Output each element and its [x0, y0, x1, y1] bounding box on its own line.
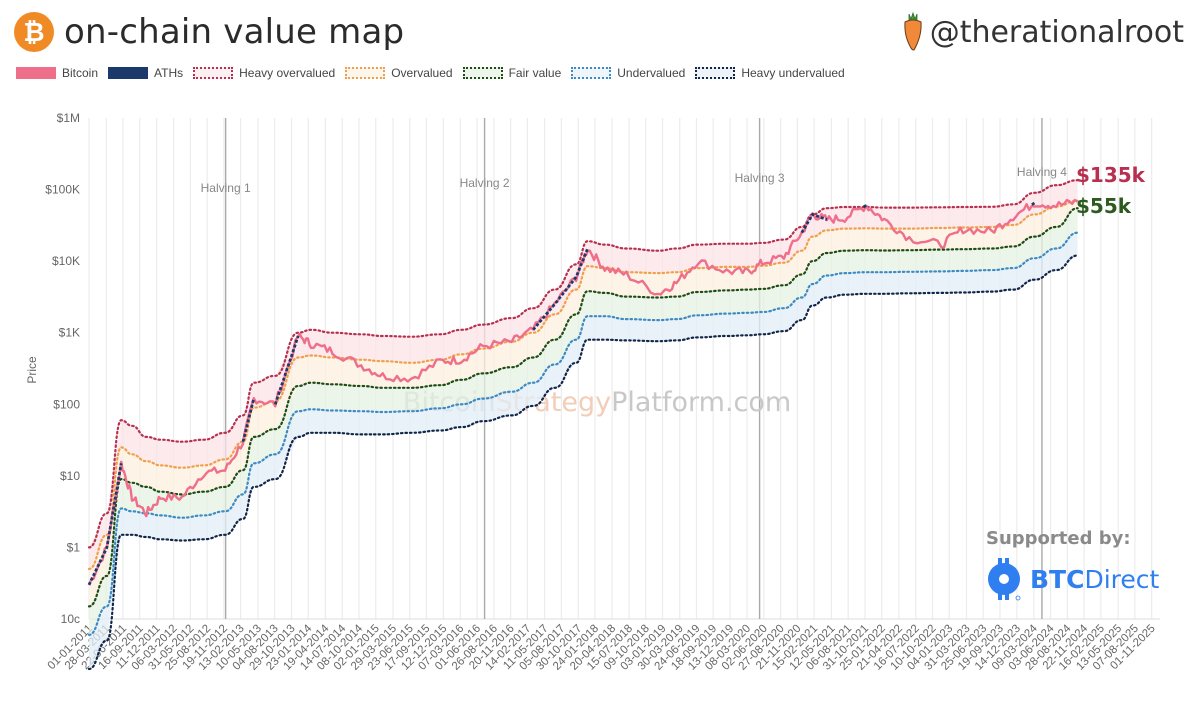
legend-swatch — [16, 67, 56, 79]
legend-item-fair-value[interactable]: Fair value — [462, 66, 562, 80]
legend-swatch — [193, 67, 234, 79]
legend-item-bitcoin[interactable]: Bitcoin — [16, 66, 98, 80]
halving-label: Halving 3 — [735, 171, 785, 185]
legend-label: Heavy overvalued — [239, 66, 336, 80]
legend-label: Overvalued — [391, 66, 453, 80]
bitcoin-price-line — [87, 198, 1079, 586]
line-heavy-undervalued — [87, 254, 1079, 671]
ath-segment — [1031, 201, 1036, 206]
y-tick-label: $1M — [57, 111, 80, 125]
legend-item-overvalued[interactable]: Overvalued — [345, 66, 453, 80]
ath-segment — [241, 398, 256, 443]
chart-legend: Bitcoin ATHs Heavy overvalued Overvalued Fai… — [16, 66, 855, 80]
btcdirect-logo-icon — [988, 558, 1021, 601]
x-axis: 01-01-201128-03-201122-06-201116-09-2011… — [46, 622, 1158, 673]
legend-label: Fair value — [508, 66, 562, 80]
band-undervalued — [89, 232, 1078, 669]
supported-by-label: Supported by: — [986, 528, 1131, 549]
fair-value-price-label: $55k — [1076, 194, 1132, 218]
line-undervalued — [87, 231, 1079, 636]
sponsor-logo: BTCDirect — [986, 556, 1159, 602]
header-title-group: ₿ on-chain value map — [14, 12, 404, 52]
legend-label: ATHs — [154, 66, 184, 80]
ath-markers — [87, 201, 1036, 586]
bitcoin-logo-icon: ₿ — [14, 12, 54, 52]
legend-item-heavy-overvalued[interactable]: Heavy overvalued — [193, 66, 335, 80]
ath-segment — [862, 204, 868, 209]
legend-swatch — [108, 67, 149, 79]
y-tick-label: $1 — [67, 540, 81, 554]
author-handle: @therationalroot — [929, 14, 1184, 50]
halving-label: Halving 1 — [201, 181, 251, 195]
sponsor-name: BTCDirect — [1030, 565, 1159, 594]
sponsor-name-rest: Direct — [1084, 564, 1160, 594]
halving-label: Halving 2 — [460, 176, 510, 190]
legend-swatch — [695, 67, 736, 79]
y-tick-label: 10c — [61, 612, 80, 626]
ath-segment — [532, 247, 589, 331]
legend-swatch — [462, 67, 503, 79]
y-axis: 10c $1 $10 $100 $1K $10K $100K $1M Price — [25, 111, 80, 626]
legend-item-aths[interactable]: ATHs — [108, 66, 183, 80]
valuation-bands — [89, 180, 1078, 669]
y-tick-label: $10 — [60, 469, 80, 483]
carrot-icon — [904, 12, 922, 51]
page-title: on-chain value map — [64, 12, 405, 52]
y-tick-label: $100K — [45, 183, 80, 197]
y-axis-title: Price — [25, 356, 39, 384]
band-overvalued — [89, 200, 1078, 607]
legend-label: Heavy undervalued — [741, 66, 845, 80]
legend-item-undervalued[interactable]: Undervalued — [571, 66, 685, 80]
ath-segment — [273, 335, 300, 405]
legend-swatch — [571, 67, 612, 79]
line-heavy-overvalued — [87, 179, 1079, 549]
y-tick-label: $1K — [59, 326, 80, 340]
legend-label: Bitcoin — [62, 66, 99, 80]
sponsor-name-bold: BTC — [1030, 564, 1085, 594]
gridlines — [88, 118, 1153, 619]
model-lines — [87, 179, 1079, 671]
legend-label: Undervalued — [617, 66, 686, 80]
ath-segment — [800, 212, 828, 234]
legend-swatch — [345, 67, 386, 79]
heavy-overvalued-price-label: $135k — [1076, 163, 1145, 187]
y-tick-label: $10K — [52, 254, 80, 268]
halving-label: Halving 4 — [1017, 165, 1067, 179]
y-tick-label: $100 — [53, 397, 80, 411]
line-overvalued — [87, 199, 1079, 571]
author-handle-group: @therationalroot — [902, 12, 1184, 52]
ath-segment — [87, 463, 123, 586]
line-fair-value — [87, 207, 1079, 608]
legend-item-heavy-undervalued[interactable]: Heavy undervalued — [695, 66, 845, 80]
band-fair-value — [89, 208, 1078, 635]
